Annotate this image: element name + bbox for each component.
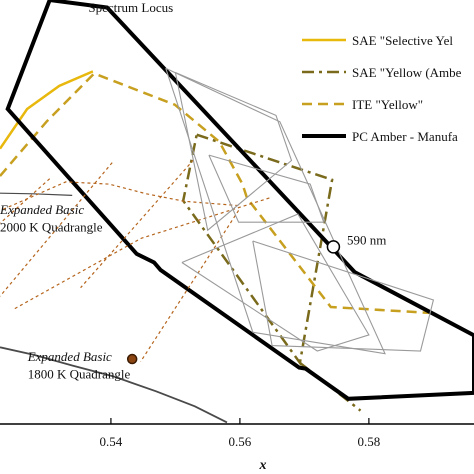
annotation-expanded-basic: Expanded Basic bbox=[27, 349, 112, 364]
marker-590-nm bbox=[326, 240, 341, 254]
series-line-pc-amber-manufacturer bbox=[5, 0, 474, 401]
series-line-spectrum-locus bbox=[106, 7, 474, 336]
series-line-thin-box-a bbox=[165, 67, 386, 355]
legend-label-3: ITE "Yellow" bbox=[352, 97, 423, 112]
x-axis: 0.54 0.56 0.58 x bbox=[0, 418, 474, 473]
legend: SAE "Selective Yel SAE "Yellow (Ambe ITE "… bbox=[302, 33, 462, 144]
series-line-1800-k-quadrangle-right bbox=[140, 210, 240, 363]
annotation-1800-k-quadrangle: 1800 K Quadrangle bbox=[28, 366, 131, 381]
plot-area: Spectrum Locus 590 nm Expanded Basic 2000 K… bbox=[0, 0, 474, 424]
legend-label-1: SAE "Selective Yel bbox=[352, 33, 453, 48]
series-line-2000-k-quadrangle-right bbox=[80, 159, 194, 289]
annotation-590-nm: 590 nm bbox=[347, 233, 386, 248]
series-line-thin-box-c bbox=[208, 154, 325, 223]
legend-label-2: SAE "Yellow (Ambe bbox=[352, 65, 462, 80]
x-tick-label-0.58: 0.58 bbox=[358, 434, 381, 449]
series-line-2000-k-quadrangle-left bbox=[0, 178, 51, 224]
series-line-planckian-locus bbox=[0, 346, 228, 424]
x-tick-label-0.54: 0.54 bbox=[100, 434, 123, 449]
annotation-2000-k-quadrangle: 2000 K Quadrangle bbox=[0, 219, 103, 234]
series-line-thin-box-b bbox=[174, 71, 293, 232]
series-line-sae-selective-yellow bbox=[0, 70, 94, 150]
series-line-planckian-locus-upper bbox=[0, 192, 73, 196]
x-tick-label-0.56: 0.56 bbox=[229, 434, 252, 449]
series-line-thin-box-d bbox=[181, 213, 370, 352]
series-line-2000-k-quadrangle bbox=[2, 181, 239, 210]
annotation-expanded-basic: Expanded Basic bbox=[0, 202, 84, 217]
series-line-thin-box-e bbox=[252, 240, 435, 352]
series-line-1800-k-quadrangle-left bbox=[0, 162, 113, 297]
legend-label-4: PC Amber - Manufa bbox=[352, 129, 458, 144]
series-line-1800-k-quadrangle bbox=[14, 196, 272, 310]
annotation-spectrum-locus: Spectrum Locus bbox=[88, 0, 173, 15]
x-axis-label: x bbox=[259, 458, 267, 473]
marker-1800-k-point bbox=[126, 353, 138, 365]
series-line-ite-yellow bbox=[0, 72, 430, 315]
